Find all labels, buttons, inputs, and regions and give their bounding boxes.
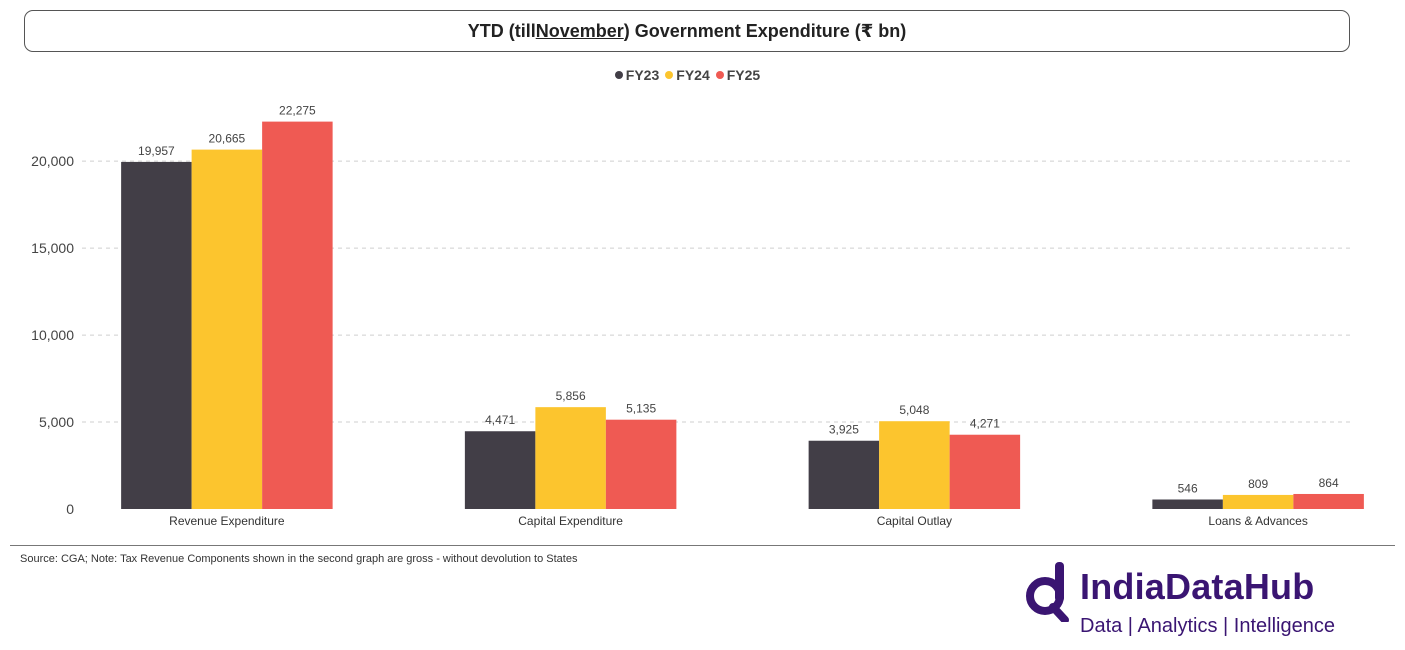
data-label: 3,925: [829, 423, 859, 437]
title-suffix: ) Government Expenditure (₹ bn): [623, 20, 907, 41]
data-label: 4,471: [485, 413, 515, 427]
legend-dot-fy23: [614, 71, 623, 79]
bar-fy23-1: [464, 431, 536, 509]
bar-fy23-2: [808, 440, 880, 509]
data-label: 5,135: [626, 402, 656, 416]
y-tick-label: 5,000: [39, 414, 74, 430]
footer-divider: [10, 545, 1395, 546]
title-underlined: November: [535, 20, 624, 41]
data-label: 5,856: [556, 389, 586, 403]
bar-chart: 0 5,000 10,000 15,000 20,000 19,957 20,665 22,2…: [31, 104, 1364, 528]
x-tick-label: Revenue Expenditure: [169, 514, 285, 528]
data-label: 20,665: [209, 132, 246, 146]
y-tick-label: 10,000: [31, 327, 74, 343]
bar-fy24-1: [535, 407, 606, 509]
legend-item-fy24[interactable]: FY24: [665, 67, 710, 83]
bar-fy25-0: [262, 121, 333, 509]
title-prefix: YTD (till: [467, 20, 536, 41]
bar-fy24-0: [191, 149, 263, 509]
brand-logo: IndiaDataHub Data | Analytics | Intellig…: [1020, 558, 1380, 643]
bar-fy25-2: [949, 434, 1021, 509]
source-note: Source: CGA; Note: Tax Revenue Component…: [20, 553, 578, 565]
x-tick-label: Capital Outlay: [877, 514, 952, 528]
data-label: 546: [1178, 482, 1198, 496]
bar-fy24-3: [1222, 494, 1294, 509]
bar-fy23-0: [121, 161, 192, 509]
legend-dot-fy25: [715, 71, 724, 79]
data-label: 19,957: [138, 144, 175, 158]
x-tick-label: Loans & Advances: [1208, 514, 1307, 528]
bar-fy24-2: [879, 421, 950, 509]
y-tick-label: 15,000: [31, 240, 74, 256]
data-label: 864: [1319, 476, 1339, 490]
y-tick-label: 20,000: [31, 153, 74, 169]
legend-label-fy25: FY25: [726, 67, 761, 83]
data-label: 5,048: [899, 403, 929, 417]
data-label: 809: [1248, 477, 1268, 491]
legend-dot-fy24: [665, 71, 674, 79]
bar-fy25-1: [605, 419, 677, 509]
bar-fy25-3: [1293, 493, 1364, 509]
data-label: 4,271: [970, 417, 1000, 431]
legend-item-fy25[interactable]: FY25: [715, 67, 761, 83]
chart-title: YTD (till November) Government Expenditu…: [24, 10, 1350, 52]
data-label: 22,275: [279, 104, 316, 118]
y-tick-label: 0: [66, 501, 74, 517]
legend-label-fy24: FY24: [676, 67, 710, 83]
legend-item-fy23[interactable]: FY23: [614, 67, 660, 83]
logo-mark-icon: [1026, 562, 1069, 622]
bar-fy23-3: [1152, 499, 1223, 509]
chart-legend: FY23 FY24 FY25: [0, 67, 1375, 83]
logo-tagline: Data | Analytics | Intelligence: [1080, 615, 1335, 637]
legend-label-fy23: FY23: [625, 67, 660, 83]
logo-name: IndiaDataHub: [1080, 566, 1315, 607]
x-tick-label: Capital Expenditure: [518, 514, 623, 528]
